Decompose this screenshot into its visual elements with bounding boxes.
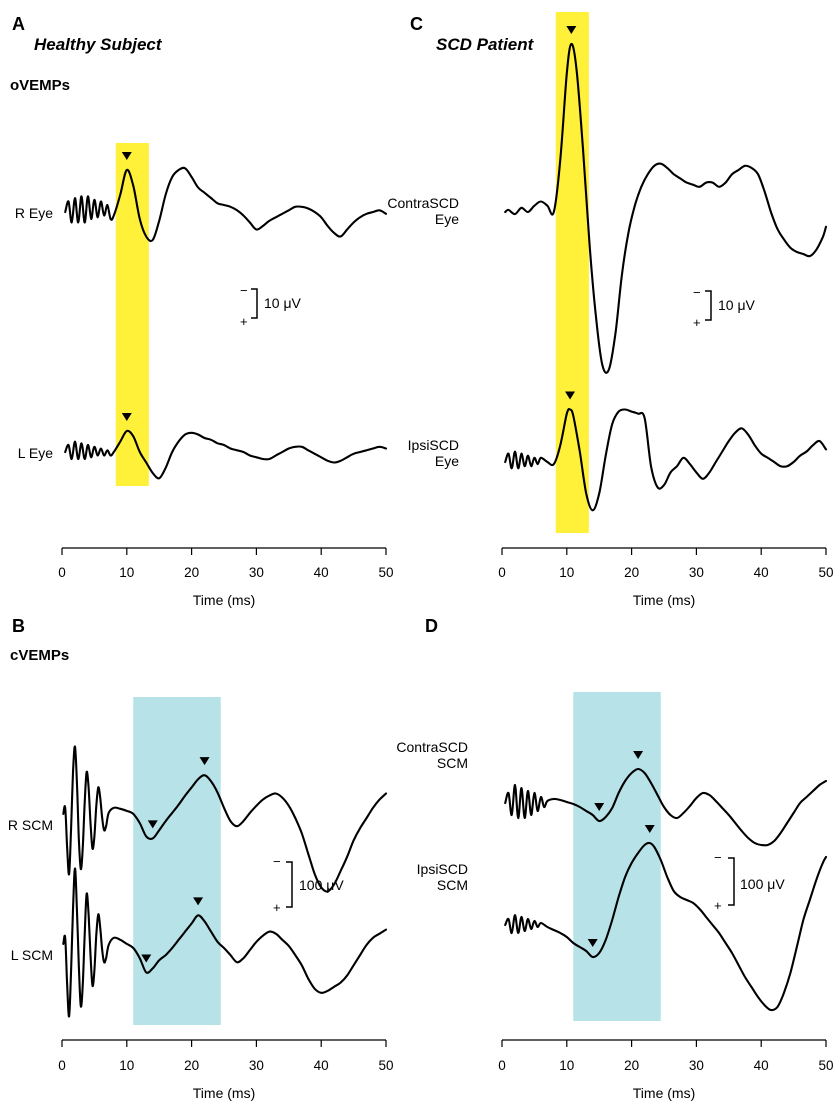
x-tick-label: 20 [624, 565, 639, 580]
scale-plus-sign: + [273, 900, 281, 915]
x-tick-label: 50 [818, 565, 833, 580]
x-axis-title: Time (ms) [633, 1085, 695, 1101]
x-tick-label: 10 [119, 565, 134, 580]
trace-label: L Eye [18, 445, 53, 461]
analysis-window [573, 692, 661, 1021]
trace-l-eye [64, 429, 388, 480]
x-tick-label: 0 [498, 565, 506, 580]
x-tick-label: 10 [559, 565, 574, 580]
analysis-window [115, 143, 149, 486]
amplitude-scale-bar [728, 857, 735, 906]
peak-marker-icon [644, 825, 655, 833]
scale-bar-label: 100 μV [740, 876, 785, 892]
peak-marker-icon [121, 152, 132, 160]
scale-plus-sign: + [714, 898, 722, 913]
x-tick-label: 20 [184, 565, 199, 580]
analysis-window [133, 697, 221, 1025]
trace-label: R SCM [8, 817, 53, 833]
peak-marker-icon [565, 391, 576, 400]
panel-title: SCD Patient [436, 35, 535, 54]
trace-label: SCM [437, 755, 468, 771]
peak-marker-icon [147, 820, 158, 829]
panel-subtitle: cVEMPs [10, 647, 69, 664]
peak-marker-icon [587, 939, 598, 947]
trace-label: ContraSCD [387, 195, 459, 211]
trace-ipsiscd-scm [504, 841, 828, 1012]
x-tick-label: 0 [58, 1058, 66, 1073]
panel-title: Healthy Subject [34, 35, 163, 54]
trace-label: L SCM [11, 947, 53, 963]
scale-minus-sign: − [714, 850, 722, 865]
panel-letter: C [410, 14, 423, 34]
x-axis-title: Time (ms) [193, 592, 255, 608]
scale-minus-sign: − [693, 285, 701, 300]
amplitude-scale-bar [286, 861, 293, 908]
x-tick-label: 50 [378, 1058, 393, 1073]
scale-minus-sign: − [240, 283, 248, 298]
trace-r-eye [64, 166, 388, 243]
peak-marker-icon [193, 897, 204, 906]
analysis-window [555, 12, 589, 533]
peak-marker-icon [594, 803, 605, 811]
amplitude-scale-bar [705, 290, 712, 321]
x-tick-label: 10 [559, 1058, 574, 1073]
peak-marker-icon [566, 26, 577, 34]
trace-contrascd-eye [504, 42, 828, 374]
trace-label: Eye [435, 453, 459, 469]
scale-bar-label: 100 μV [299, 877, 344, 893]
panel-letter: B [12, 616, 25, 636]
panel-letter: A [12, 14, 25, 34]
trace-label: IpsiSCD [417, 861, 468, 877]
trace-label: R Eye [15, 205, 53, 221]
trace-label: ContraSCD [396, 739, 468, 755]
x-tick-label: 50 [818, 1058, 833, 1073]
x-tick-label: 30 [249, 1058, 264, 1073]
x-tick-label: 20 [184, 1058, 199, 1073]
scale-minus-sign: − [273, 854, 281, 869]
scale-bar-label: 10 μV [718, 297, 756, 313]
trace-contrascd-scm [504, 767, 828, 847]
x-tick-label: 40 [314, 1058, 329, 1073]
amplitude-scale-bar [251, 288, 258, 319]
x-axis-title: Time (ms) [633, 592, 695, 608]
x-tick-label: 30 [689, 565, 704, 580]
trace-label: IpsiSCD [408, 437, 459, 453]
peak-marker-icon [121, 413, 132, 421]
peak-marker-icon [199, 757, 210, 766]
x-tick-label: 20 [624, 1058, 639, 1073]
x-tick-label: 40 [314, 565, 329, 580]
x-tick-label: 40 [754, 565, 769, 580]
peak-marker-icon [141, 954, 152, 963]
x-tick-label: 50 [378, 565, 393, 580]
x-tick-label: 30 [689, 1058, 704, 1073]
x-tick-label: 30 [249, 565, 264, 580]
x-axis-title: Time (ms) [193, 1085, 255, 1101]
x-tick-label: 40 [754, 1058, 769, 1073]
trace-label: Eye [435, 211, 459, 227]
panel-letter: D [425, 616, 438, 636]
trace-label: SCM [437, 877, 468, 893]
x-tick-label: 0 [58, 565, 66, 580]
panel-a: A Healthy Subject oVEMPs R Eye L Eye 0 10 20 30 4… [10, 14, 394, 608]
panel-subtitle: oVEMPs [10, 77, 70, 94]
trace-ipsiscd-eye [504, 408, 828, 512]
trace-l-scm [62, 867, 388, 1018]
scale-bar-label: 10 μV [264, 295, 302, 311]
scale-plus-sign: + [693, 315, 701, 330]
peak-marker-icon [633, 751, 644, 759]
x-tick-label: 0 [498, 1058, 506, 1073]
scale-plus-sign: + [240, 314, 248, 329]
x-tick-label: 10 [119, 1058, 134, 1073]
trace-r-scm [62, 745, 388, 893]
